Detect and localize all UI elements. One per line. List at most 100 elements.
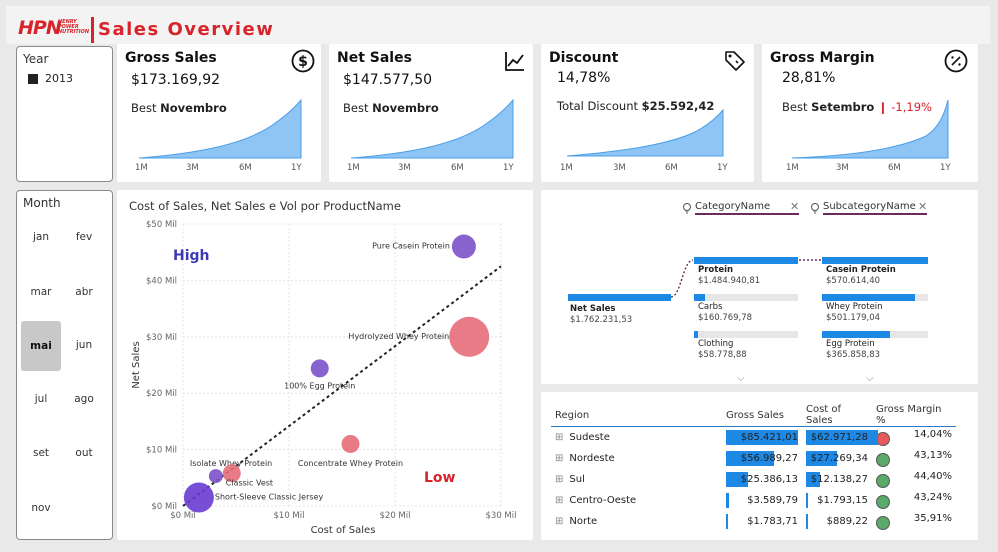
month-out[interactable]: out — [75, 447, 93, 459]
tree-subcategory-bar-track[interactable] — [822, 294, 928, 301]
point-label: Pure Casein Protein — [372, 242, 450, 251]
lightbulb-icon — [683, 203, 691, 214]
tree-category-node[interactable]: Carbs $160.769,78 — [698, 302, 752, 324]
gross-margin-cell: 14,04% — [872, 427, 956, 448]
decomposition-tree-card[interactable]: CategoryName ✕ SubcategoryName ✕ Net Sal… — [541, 190, 978, 384]
chevron-down-icon[interactable]: ⌵ — [866, 373, 874, 384]
status-indicator — [876, 494, 890, 509]
kpi-card-gross-sales[interactable]: Gross Sales $173.169,92 Best Novembro $ … — [117, 44, 321, 182]
spark-tick: 1Y — [291, 163, 302, 173]
gross-sales-cell-bar — [726, 430, 798, 445]
cost-of-sales-cell-value: $1.793,15 — [817, 494, 868, 506]
scatter-point — [449, 316, 490, 357]
logo-subtitle: HENRY POWER NUTRITION — [58, 20, 89, 35]
kpi-delta: ❙ -1,19% — [877, 100, 932, 114]
dollar-icon: $ — [291, 49, 315, 73]
sparkline-gross-sales: 1M 3M 6M 1Y — [135, 98, 302, 173]
spark-tick: 1Y — [503, 163, 514, 173]
col-header-gross-margin[interactable]: Gross Margin % — [872, 404, 956, 427]
month-fev[interactable]: fev — [75, 231, 93, 243]
tree-field-category[interactable]: CategoryName — [695, 201, 799, 215]
node-name: Casein Protein — [826, 265, 896, 275]
col-header-region[interactable]: Region — [551, 404, 722, 427]
scatter-point — [208, 469, 223, 484]
kpi-total-discount: Total Discount $25.592,42 — [557, 99, 714, 113]
tree-subcategory-bar-track[interactable] — [822, 257, 928, 264]
point-label: Classic Vest — [226, 478, 273, 487]
expand-icon[interactable]: ⊞ — [555, 515, 564, 527]
spark-tick: 1Y — [940, 163, 951, 173]
region-cell: ⊞ Norte — [551, 511, 722, 532]
year-slicer[interactable]: Year 2013 — [16, 46, 113, 182]
scatter-chart-card[interactable]: Cost of Sales, Net Sales e Vol por Produ… — [117, 190, 533, 540]
year-option-label[interactable]: 2013 — [45, 72, 73, 85]
close-icon[interactable]: ✕ — [918, 200, 928, 213]
gross-margin-value: 43,24% — [913, 491, 952, 503]
table-row[interactable]: ⊞ Sudeste $85.421,01 $62.971,28 14,04% — [551, 427, 956, 448]
line-chart-icon — [505, 52, 524, 71]
gross-sales-cell: $1.783,71 — [722, 511, 802, 532]
y-axis-label: Net Sales — [131, 341, 142, 388]
tree-root-bar[interactable] — [568, 294, 671, 301]
gross-margin-value: 43,13% — [913, 449, 952, 461]
month-nov[interactable]: nov — [31, 502, 51, 514]
region-table-card[interactable]: Region Gross Sales Cost of Sales Gross M… — [541, 392, 978, 540]
month-mar[interactable]: mar — [30, 286, 52, 298]
tree-subcategory-node[interactable]: Whey Protein $501.179,04 — [826, 302, 883, 324]
tree-category-bar-track[interactable] — [694, 294, 798, 301]
month-abr[interactable]: abr — [75, 286, 93, 298]
month-jul[interactable]: jul — [34, 393, 48, 405]
kpi-title: Gross Margin — [770, 50, 875, 66]
kpi-card-net-sales[interactable]: Net Sales $147.577,50 Best Novembro 1M 3… — [329, 44, 533, 182]
kpi-best: Best Novembro — [131, 101, 227, 115]
month-slicer[interactable]: Month jan fev mar abr mai jun jul ago se… — [16, 190, 113, 540]
close-icon[interactable]: ✕ — [790, 200, 800, 213]
kpi-title: Discount — [549, 50, 619, 66]
tree-category-bar-track[interactable] — [694, 257, 798, 264]
month-set[interactable]: set — [32, 447, 50, 459]
expand-icon[interactable]: ⊞ — [555, 431, 564, 443]
kpi-card-discount[interactable]: Discount 14,78% Total Discount $25.592,4… — [541, 44, 754, 182]
region-table: Region Gross Sales Cost of Sales Gross M… — [551, 404, 956, 532]
tree-category-bar-fill — [694, 257, 798, 264]
year-checkbox[interactable] — [28, 74, 38, 84]
table-row[interactable]: ⊞ Sul $25.386,13 $12.138,27 44,40% — [551, 469, 956, 490]
tree-subcategory-node[interactable]: Egg Protein $365.858,83 — [826, 339, 880, 361]
tree-category-node[interactable]: Protein $1.484.940,81 — [698, 265, 760, 287]
expand-icon[interactable]: ⊞ — [555, 473, 564, 485]
month-slicer-title: Month — [23, 196, 61, 210]
x-tick-label: $30 Mil — [486, 511, 517, 521]
tree-subcategory-bar-fill — [822, 257, 928, 264]
col-header-cost-of-sales[interactable]: Cost of Sales — [802, 404, 872, 427]
table-row[interactable]: ⊞ Nordeste $56.989,27 $27.269,34 43,13% — [551, 448, 956, 469]
gross-sales-cell-value: $3.589,79 — [747, 494, 798, 506]
tree-category-bar-track[interactable] — [694, 331, 798, 338]
spark-tick: 1M — [347, 163, 360, 173]
scatter-point — [451, 234, 476, 259]
tree-subcategory-bar-fill — [822, 294, 916, 301]
tree-subcategory-bar-track[interactable] — [822, 331, 928, 338]
tree-root-node[interactable]: Net Sales $1.762.231,53 — [570, 304, 632, 326]
table-row[interactable]: ⊞ Norte $1.783,71 $889,22 35,91% — [551, 511, 956, 532]
month-jan[interactable]: jan — [32, 231, 49, 243]
logo-sub-line: POWER — [58, 24, 79, 30]
tree-subcategory-node[interactable]: Casein Protein $570.614,40 — [826, 265, 896, 287]
y-tick-label: $20 Mil — [146, 389, 177, 399]
kpi-title: Net Sales — [337, 50, 412, 66]
spark-tick: 3M — [613, 163, 626, 173]
node-name: Net Sales — [570, 304, 616, 314]
chevron-down-icon[interactable]: ⌵ — [737, 373, 745, 384]
header-bar — [6, 6, 990, 44]
col-header-gross-sales[interactable]: Gross Sales — [722, 404, 802, 427]
cost-of-sales-cell-bar — [806, 430, 878, 445]
tree-category-node[interactable]: Clothing $58.778,88 — [698, 339, 747, 361]
month-ago[interactable]: ago — [74, 393, 94, 405]
month-mai[interactable]: mai — [21, 321, 61, 371]
expand-icon[interactable]: ⊞ — [555, 452, 564, 464]
table-row[interactable]: ⊞ Centro-Oeste $3.589,79 $1.793,15 43,24% — [551, 490, 956, 511]
tree-field-subcategory[interactable]: SubcategoryName — [823, 201, 927, 215]
expand-icon[interactable]: ⊞ — [555, 494, 564, 506]
month-jun[interactable]: jun — [75, 339, 93, 351]
kpi-value: 14,78% — [557, 70, 611, 86]
kpi-card-gross-margin[interactable]: Gross Margin 28,81% Best Setembro ❙ -1,1… — [762, 44, 978, 182]
